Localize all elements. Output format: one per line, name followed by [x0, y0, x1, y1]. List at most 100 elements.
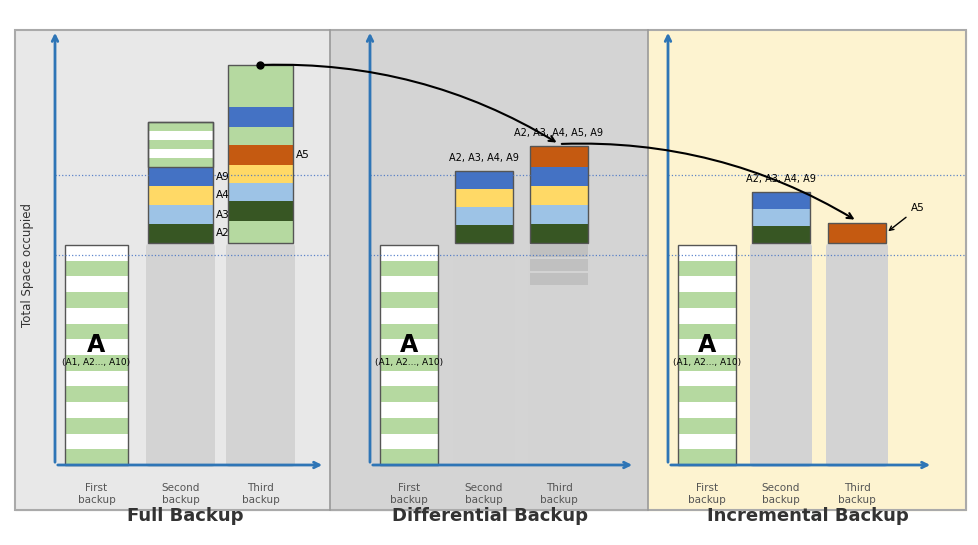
Bar	[65, 449, 128, 465]
Bar	[228, 145, 292, 165]
Bar	[148, 131, 213, 140]
Bar	[65, 324, 128, 340]
Text: A: A	[697, 333, 715, 357]
FancyBboxPatch shape	[825, 243, 887, 467]
Bar	[827, 223, 885, 243]
Text: Total Space occupied: Total Space occupied	[22, 203, 34, 327]
Bar	[228, 65, 292, 243]
Bar	[228, 165, 292, 183]
Bar	[529, 146, 588, 243]
Text: A9: A9	[216, 172, 230, 181]
Bar	[148, 186, 213, 205]
Bar	[228, 107, 292, 127]
Bar	[455, 189, 512, 207]
Text: Incremental Backup: Incremental Backup	[706, 507, 908, 525]
Bar	[455, 171, 512, 243]
Bar	[379, 324, 437, 340]
Text: First
backup: First backup	[77, 483, 115, 505]
Text: (A1, A2..., A10): (A1, A2..., A10)	[672, 358, 740, 366]
Bar	[15, 30, 965, 510]
Bar	[751, 192, 809, 209]
Bar	[678, 308, 735, 324]
Bar	[678, 292, 735, 308]
Bar	[827, 223, 885, 243]
Bar	[379, 261, 437, 276]
Bar	[228, 201, 292, 221]
Bar	[379, 340, 437, 355]
Text: A: A	[399, 333, 418, 357]
Bar	[529, 186, 588, 205]
Bar	[529, 273, 588, 285]
Bar	[228, 183, 292, 201]
Bar	[148, 224, 213, 243]
Bar	[65, 340, 128, 355]
Bar	[379, 449, 437, 465]
Text: Third
backup: Third backup	[540, 483, 577, 505]
Text: A2: A2	[216, 228, 230, 239]
Bar	[379, 418, 437, 434]
Bar	[65, 355, 128, 371]
Text: Second
backup: Second backup	[761, 483, 799, 505]
Text: (A1, A2..., A10): (A1, A2..., A10)	[63, 358, 130, 366]
Bar	[678, 371, 735, 386]
Bar	[148, 205, 213, 224]
Bar	[148, 167, 213, 186]
Bar	[65, 402, 128, 418]
Bar	[529, 205, 588, 224]
Bar	[65, 386, 128, 402]
Bar	[678, 386, 735, 402]
Bar	[379, 434, 437, 449]
Text: Third
backup: Third backup	[837, 483, 875, 505]
Bar	[529, 245, 588, 257]
Bar	[678, 418, 735, 434]
Bar	[455, 171, 512, 189]
Bar	[678, 355, 735, 371]
Bar	[455, 207, 512, 225]
Text: A: A	[87, 333, 106, 357]
Bar	[678, 434, 735, 449]
Bar	[65, 261, 128, 276]
FancyBboxPatch shape	[527, 243, 590, 467]
FancyBboxPatch shape	[453, 243, 514, 467]
Bar	[148, 140, 213, 149]
Text: A2, A3, A4, A9: A2, A3, A4, A9	[449, 153, 518, 163]
Bar	[65, 418, 128, 434]
Bar	[148, 149, 213, 158]
Bar	[678, 245, 735, 261]
Text: Second
backup: Second backup	[465, 483, 503, 505]
Bar	[65, 292, 128, 308]
Text: Full Backup: Full Backup	[126, 507, 243, 525]
Text: A5: A5	[888, 203, 924, 231]
Bar	[65, 434, 128, 449]
Bar	[529, 167, 588, 186]
Text: Second
backup: Second backup	[161, 483, 200, 505]
Text: First
backup: First backup	[389, 483, 427, 505]
Bar	[148, 122, 213, 131]
Bar	[678, 449, 735, 465]
Text: (A1, A2..., A10): (A1, A2..., A10)	[375, 358, 443, 366]
Text: A4: A4	[216, 191, 230, 201]
Bar	[379, 245, 437, 465]
Bar	[228, 87, 292, 107]
Bar	[65, 245, 128, 465]
Text: A3: A3	[216, 209, 230, 220]
Bar	[379, 386, 437, 402]
Bar	[678, 402, 735, 418]
Bar	[65, 371, 128, 386]
Bar	[379, 402, 437, 418]
Bar	[379, 276, 437, 292]
Bar	[647, 30, 965, 510]
Bar	[751, 226, 809, 243]
FancyBboxPatch shape	[226, 243, 294, 467]
Bar	[379, 308, 437, 324]
Bar	[65, 308, 128, 324]
Bar	[678, 340, 735, 355]
Bar	[455, 225, 512, 243]
Bar	[148, 122, 213, 243]
FancyBboxPatch shape	[146, 243, 215, 467]
Bar	[751, 209, 809, 226]
Bar	[148, 122, 213, 167]
Bar	[148, 158, 213, 167]
Bar	[379, 355, 437, 371]
FancyBboxPatch shape	[749, 243, 811, 467]
